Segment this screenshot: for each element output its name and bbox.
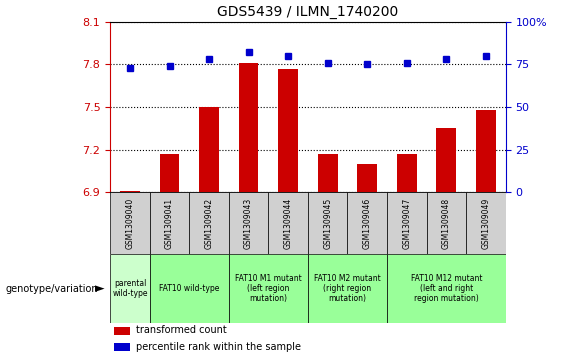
- Text: FAT10 M2 mutant
(right region
mutation): FAT10 M2 mutant (right region mutation): [314, 274, 381, 303]
- Bar: [238, 63, 259, 192]
- FancyBboxPatch shape: [110, 254, 150, 323]
- Text: GSM1309044: GSM1309044: [284, 197, 293, 249]
- FancyBboxPatch shape: [229, 254, 308, 323]
- Bar: [159, 154, 179, 192]
- Text: transformed count: transformed count: [136, 325, 227, 335]
- Text: FAT10 wild-type: FAT10 wild-type: [159, 284, 219, 293]
- FancyBboxPatch shape: [347, 192, 387, 254]
- Bar: [199, 107, 219, 192]
- Text: GSM1309048: GSM1309048: [442, 198, 451, 249]
- Text: GSM1309040: GSM1309040: [125, 197, 134, 249]
- FancyBboxPatch shape: [189, 192, 229, 254]
- Text: ►: ►: [95, 282, 105, 295]
- FancyBboxPatch shape: [268, 192, 308, 254]
- Text: parental
wild-type: parental wild-type: [112, 279, 147, 298]
- FancyBboxPatch shape: [229, 192, 268, 254]
- FancyBboxPatch shape: [387, 254, 506, 323]
- Bar: [114, 327, 130, 335]
- Text: GSM1309042: GSM1309042: [205, 198, 214, 249]
- Bar: [437, 129, 457, 192]
- Bar: [476, 110, 496, 192]
- Title: GDS5439 / ILMN_1740200: GDS5439 / ILMN_1740200: [218, 5, 398, 19]
- FancyBboxPatch shape: [308, 192, 347, 254]
- Text: GSM1309047: GSM1309047: [402, 197, 411, 249]
- FancyBboxPatch shape: [466, 192, 506, 254]
- Text: FAT10 M12 mutant
(left and right
region mutation): FAT10 M12 mutant (left and right region …: [411, 274, 482, 303]
- Text: GSM1309043: GSM1309043: [244, 197, 253, 249]
- FancyBboxPatch shape: [110, 192, 150, 254]
- Text: FAT10 M1 mutant
(left region
mutation): FAT10 M1 mutant (left region mutation): [235, 274, 302, 303]
- Bar: [358, 164, 377, 192]
- Text: GSM1309046: GSM1309046: [363, 197, 372, 249]
- FancyBboxPatch shape: [150, 254, 229, 323]
- Bar: [114, 343, 130, 351]
- Text: GSM1309045: GSM1309045: [323, 197, 332, 249]
- Text: GSM1309049: GSM1309049: [481, 197, 490, 249]
- FancyBboxPatch shape: [308, 254, 387, 323]
- Text: GSM1309041: GSM1309041: [165, 198, 174, 249]
- Bar: [279, 69, 298, 192]
- FancyBboxPatch shape: [150, 192, 189, 254]
- Bar: [318, 154, 337, 192]
- FancyBboxPatch shape: [387, 192, 427, 254]
- Text: percentile rank within the sample: percentile rank within the sample: [136, 342, 301, 352]
- Text: genotype/variation: genotype/variation: [6, 284, 98, 294]
- Bar: [397, 154, 417, 192]
- FancyBboxPatch shape: [427, 192, 466, 254]
- Bar: [120, 191, 140, 192]
